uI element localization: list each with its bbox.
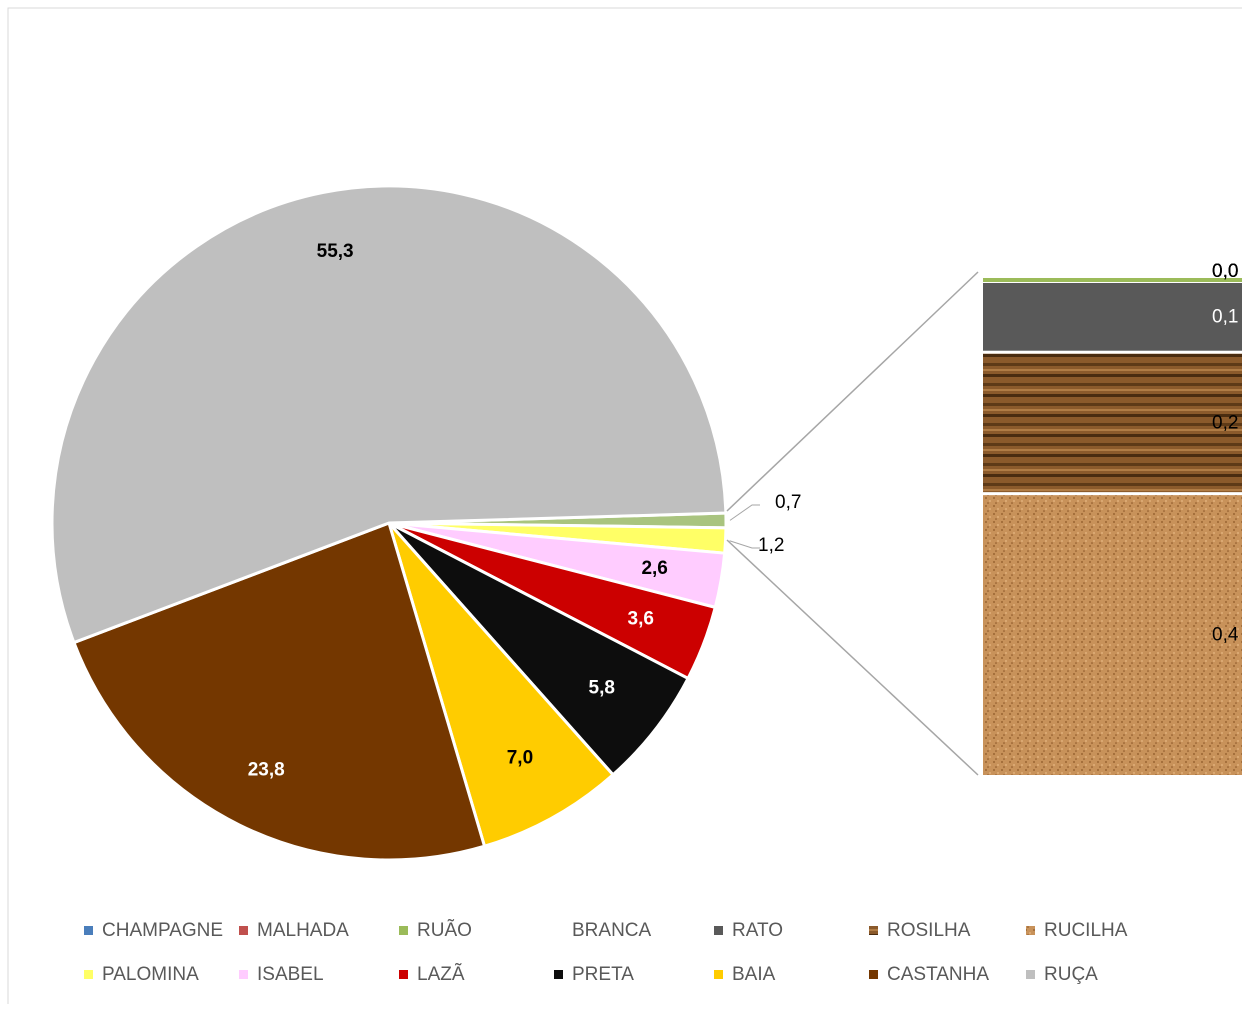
legend-label: ROSILHA bbox=[887, 920, 971, 941]
data-label: 7,0 bbox=[507, 748, 533, 769]
legend-marker bbox=[239, 970, 248, 979]
legend-label: MALHADA bbox=[257, 920, 349, 941]
data-label: 5,8 bbox=[589, 678, 615, 699]
data-label: 0,7 bbox=[775, 492, 801, 513]
pie-slice bbox=[387, 522, 616, 849]
bar-segment bbox=[983, 278, 1242, 282]
legend-label: CASTANHA bbox=[887, 964, 989, 985]
legend-label: BRANCA bbox=[572, 920, 652, 941]
data-label: 23,8 bbox=[248, 760, 285, 781]
legend-marker bbox=[554, 926, 563, 935]
bar-segment bbox=[983, 495, 1242, 775]
pie-slice bbox=[50, 184, 728, 645]
legend-label: BAIA bbox=[732, 964, 776, 985]
connector bbox=[726, 271, 979, 512]
connector bbox=[726, 539, 979, 776]
legend-marker bbox=[84, 970, 93, 979]
legend-marker bbox=[399, 926, 408, 935]
legend-marker bbox=[1026, 970, 1035, 979]
legend-marker bbox=[554, 970, 563, 979]
data-label: 3,6 bbox=[628, 609, 654, 630]
legend-marker bbox=[1026, 926, 1035, 935]
data-label: 0,1 bbox=[1212, 306, 1238, 327]
legend-label: CHAMPAGNE bbox=[102, 920, 223, 941]
bar-segment bbox=[983, 353, 1242, 493]
legend-marker bbox=[84, 926, 93, 935]
legend-label: RUCILHA bbox=[1044, 920, 1128, 941]
legend-marker bbox=[869, 926, 878, 935]
legend-label: PALOMINA bbox=[102, 964, 199, 985]
pie-slice bbox=[71, 521, 487, 862]
legend-label: RATO bbox=[732, 920, 783, 941]
leader-line bbox=[729, 504, 760, 521]
legend-marker bbox=[239, 926, 248, 935]
legend-marker bbox=[714, 970, 723, 979]
legend-marker bbox=[399, 970, 408, 979]
leader-line bbox=[729, 540, 760, 549]
data-label: 2,6 bbox=[641, 558, 667, 579]
data-label: 0,4 bbox=[1212, 625, 1239, 646]
pie-slice bbox=[387, 521, 691, 777]
data-label: 0,0 bbox=[1212, 261, 1238, 282]
legend-label: RUÇA bbox=[1044, 964, 1098, 985]
legend-label: LAZÃ bbox=[417, 963, 465, 985]
legend-label: RUÃO bbox=[417, 919, 472, 941]
legend-marker bbox=[869, 970, 878, 979]
data-label: 0,2 bbox=[1212, 412, 1238, 433]
data-label: 1,2 bbox=[758, 535, 784, 556]
legend-label: PRETA bbox=[572, 964, 634, 985]
data-label: 0,0 bbox=[1212, 261, 1238, 282]
data-label: 0,0 bbox=[1212, 261, 1238, 282]
bar-segment bbox=[983, 283, 1242, 351]
legend-marker bbox=[714, 926, 723, 935]
legend-label: ISABEL bbox=[257, 964, 324, 985]
data-label: 55,3 bbox=[317, 241, 354, 262]
